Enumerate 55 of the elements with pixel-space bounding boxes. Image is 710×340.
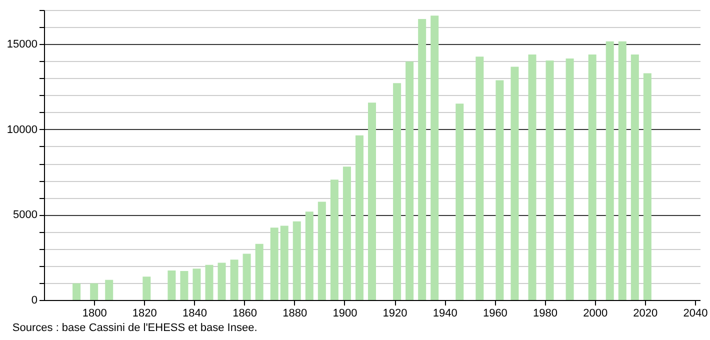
bar xyxy=(630,54,639,300)
bar xyxy=(510,66,519,300)
bar xyxy=(342,166,351,300)
y-tick-label: 0 xyxy=(31,294,38,306)
bar xyxy=(205,264,214,300)
bar xyxy=(218,262,226,300)
bar xyxy=(305,212,314,300)
x-tick-label: 1800 xyxy=(82,308,107,320)
y-tick-label: 10000 xyxy=(6,124,38,136)
bar xyxy=(270,228,278,300)
bar xyxy=(476,56,484,300)
bar xyxy=(242,254,251,300)
bar xyxy=(192,268,201,300)
bar xyxy=(280,226,288,300)
x-tick-label: 1880 xyxy=(282,308,308,320)
bar xyxy=(430,16,439,300)
bar xyxy=(105,280,114,300)
source-note: Sources : base Cassini de l'EHESS et base Insee. xyxy=(12,322,258,334)
x-tick-label: 1840 xyxy=(182,308,207,320)
x-tick-label: 2020 xyxy=(633,308,658,320)
x-tick-label: 2040 xyxy=(683,308,708,320)
bar xyxy=(355,135,364,300)
x-tick-label: 1980 xyxy=(533,308,558,320)
x-tick-label: 1960 xyxy=(482,308,508,320)
bar xyxy=(606,41,614,300)
bar xyxy=(496,80,504,300)
bar xyxy=(330,180,338,300)
bar xyxy=(618,41,626,300)
bar xyxy=(90,283,98,300)
y-tick-label: 5000 xyxy=(13,209,38,222)
bar xyxy=(142,276,151,300)
bar xyxy=(180,271,188,300)
x-tick-label: 1820 xyxy=(132,308,157,320)
x-tick-label: 1920 xyxy=(382,308,408,320)
bar xyxy=(255,244,264,300)
bar xyxy=(418,19,426,300)
bar xyxy=(566,58,574,300)
bar xyxy=(318,202,326,300)
bar xyxy=(643,73,652,300)
bar xyxy=(528,54,536,300)
bar xyxy=(72,283,81,300)
bar xyxy=(368,102,376,300)
bar xyxy=(168,270,176,300)
bar xyxy=(393,83,402,300)
bar xyxy=(546,60,554,300)
bar xyxy=(588,54,596,300)
x-tick-label: 1940 xyxy=(432,308,458,320)
x-tick-label: 2000 xyxy=(583,308,608,320)
x-tick-label: 1860 xyxy=(232,308,258,320)
y-tick-label: 15000 xyxy=(6,38,38,51)
bar xyxy=(230,260,238,300)
bar xyxy=(456,104,464,300)
bar xyxy=(406,62,414,300)
x-tick-label: 1900 xyxy=(332,308,358,320)
bar xyxy=(292,221,301,300)
